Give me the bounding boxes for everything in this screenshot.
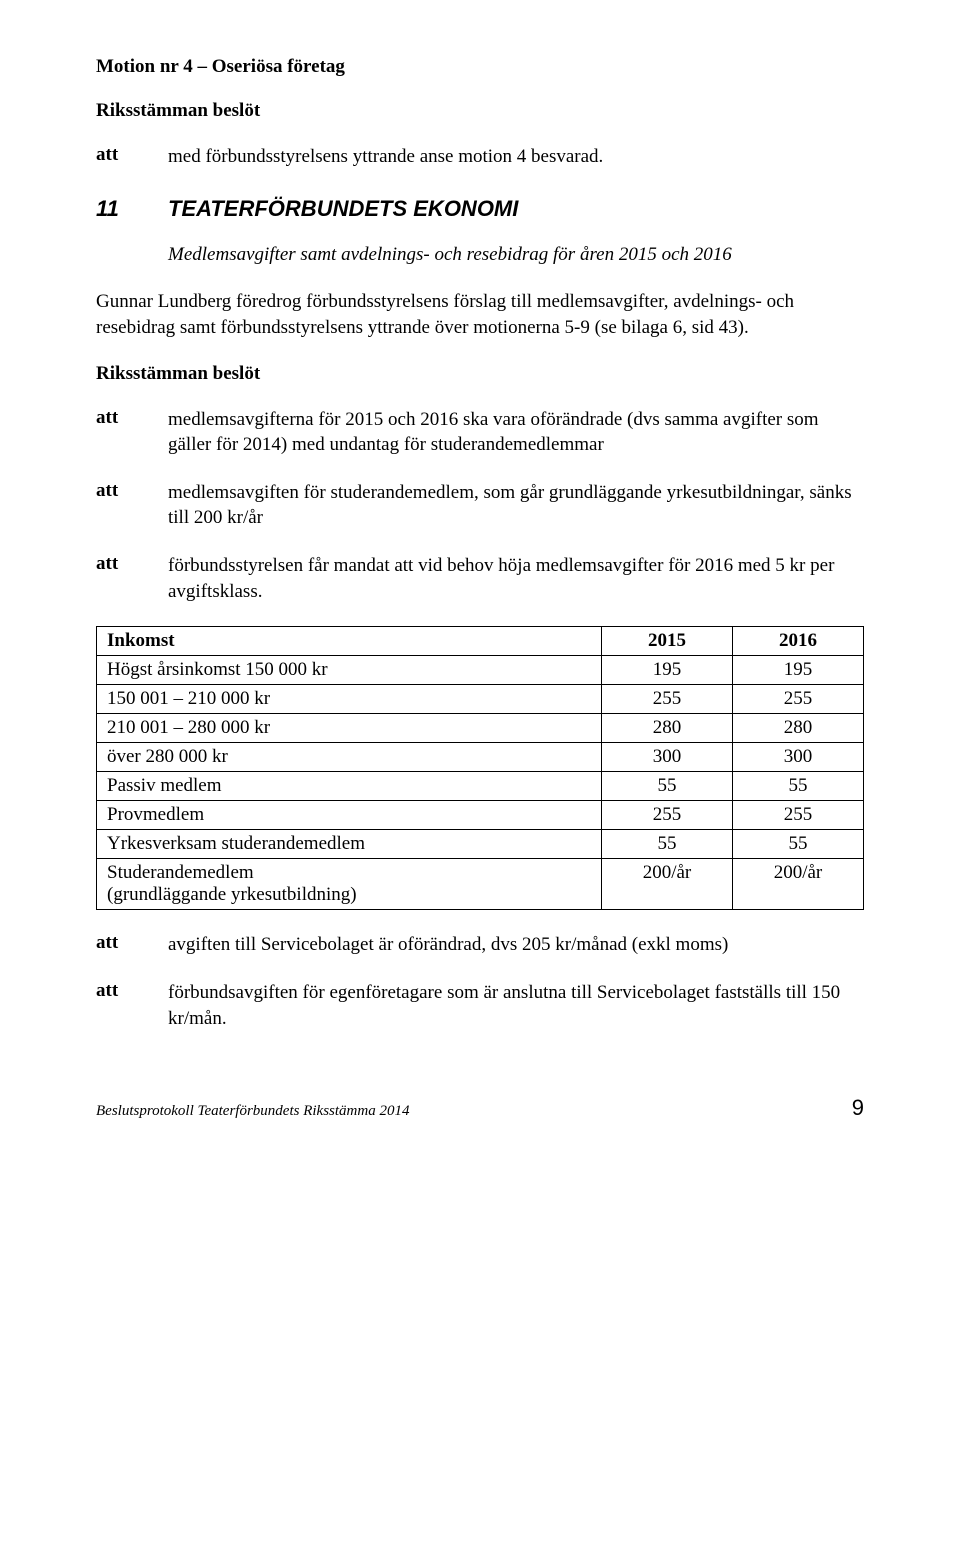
- table-row: Yrkesverksam studerandemedlem5555: [97, 830, 864, 859]
- table-cell-2015: 300: [602, 743, 733, 772]
- fee-table: Inkomst 2015 2016 Högst årsinkomst 150 0…: [96, 626, 864, 910]
- atts-container: attmedlemsavgifterna för 2015 och 2016 s…: [96, 407, 864, 605]
- page-number: 9: [852, 1095, 864, 1121]
- section-number: 11: [96, 196, 168, 222]
- table-cell-label: Provmedlem: [97, 801, 602, 830]
- table-cell-2016: 255: [733, 685, 864, 714]
- att-text: medlemsavgifterna för 2015 och 2016 ska …: [168, 407, 864, 458]
- table-row: Studerandemedlem (grundläggande yrkesutb…: [97, 859, 864, 910]
- table-row: 150 001 – 210 000 kr255255: [97, 685, 864, 714]
- footer: Beslutsprotokoll Teaterförbundets Riksst…: [96, 1095, 864, 1121]
- table-cell-label: Högst årsinkomst 150 000 kr: [97, 656, 602, 685]
- att-row: attmedlemsavgifterna för 2015 och 2016 s…: [96, 407, 864, 458]
- table-cell-2016: 55: [733, 772, 864, 801]
- table-cell-label: Studerandemedlem (grundläggande yrkesutb…: [97, 859, 602, 910]
- table-header-row: Inkomst 2015 2016: [97, 627, 864, 656]
- att-row: attavgiften till Servicebolaget är oförä…: [96, 932, 864, 958]
- table-cell-2015: 55: [602, 772, 733, 801]
- att-label: att: [96, 980, 168, 1031]
- att-label: att: [96, 144, 168, 170]
- table-cell-2015: 280: [602, 714, 733, 743]
- table-body: Högst årsinkomst 150 000 kr195195150 001…: [97, 656, 864, 910]
- table-cell-2015: 195: [602, 656, 733, 685]
- att-label: att: [96, 407, 168, 458]
- table-row: Provmedlem255255: [97, 801, 864, 830]
- motion-subhead: Riksstämman beslöt: [96, 100, 864, 122]
- section-intro: Gunnar Lundberg föredrog förbundsstyrels…: [96, 289, 864, 340]
- att-text: avgiften till Servicebolaget är oförändr…: [168, 932, 728, 958]
- table-cell-label: 150 001 – 210 000 kr: [97, 685, 602, 714]
- table-cell-2015: 255: [602, 685, 733, 714]
- table-header-2016: 2016: [733, 627, 864, 656]
- att-text: medlemsavgiften för studerandemedlem, so…: [168, 480, 864, 531]
- table-cell-2016: 55: [733, 830, 864, 859]
- section-subhead: Riksstämman beslöt: [96, 363, 864, 385]
- table-row: över 280 000 kr300300: [97, 743, 864, 772]
- section-title: TEATERFÖRBUNDETS EKONOMI: [168, 196, 518, 222]
- table-cell-2016: 200/år: [733, 859, 864, 910]
- att-text: förbundsavgiften för egenföretagare som …: [168, 980, 864, 1031]
- att-text: med förbundsstyrelsens yttrande anse mot…: [168, 144, 603, 170]
- motion-title: Motion nr 4 – Oseriösa företag: [96, 56, 864, 78]
- section-subtitle: Medlemsavgifter samt avdelnings- och res…: [168, 242, 864, 268]
- att-row: attförbundsavgiften för egenföretagare s…: [96, 980, 864, 1031]
- atts-after-container: attavgiften till Servicebolaget är oförä…: [96, 932, 864, 1031]
- att-label: att: [96, 553, 168, 604]
- att-row: attmedlemsavgiften för studerandemedlem,…: [96, 480, 864, 531]
- table-row: Passiv medlem5555: [97, 772, 864, 801]
- table-cell-2015: 200/år: [602, 859, 733, 910]
- page: Motion nr 4 – Oseriösa företag Riksstämm…: [0, 0, 960, 1169]
- footer-text: Beslutsprotokoll Teaterförbundets Riksst…: [96, 1103, 409, 1120]
- table-cell-label: Yrkesverksam studerandemedlem: [97, 830, 602, 859]
- table-cell-2016: 195: [733, 656, 864, 685]
- section-heading: 11 TEATERFÖRBUNDETS EKONOMI: [96, 196, 864, 222]
- table-row: Högst årsinkomst 150 000 kr195195: [97, 656, 864, 685]
- table-cell-2016: 280: [733, 714, 864, 743]
- table-header-inkomst: Inkomst: [97, 627, 602, 656]
- section-subtitle-block: Medlemsavgifter samt avdelnings- och res…: [168, 242, 864, 268]
- table-cell-label: Passiv medlem: [97, 772, 602, 801]
- att-row: attförbundsstyrelsen får mandat att vid …: [96, 553, 864, 604]
- att-label: att: [96, 932, 168, 958]
- att-label: att: [96, 480, 168, 531]
- att-row: att med förbundsstyrelsens yttrande anse…: [96, 144, 864, 170]
- att-text: förbundsstyrelsen får mandat att vid beh…: [168, 553, 864, 604]
- table-cell-label: 210 001 – 280 000 kr: [97, 714, 602, 743]
- table-header-2015: 2015: [602, 627, 733, 656]
- table-cell-2015: 255: [602, 801, 733, 830]
- table-cell-2015: 55: [602, 830, 733, 859]
- table-row: 210 001 – 280 000 kr280280: [97, 714, 864, 743]
- table-cell-2016: 255: [733, 801, 864, 830]
- table-cell-label: över 280 000 kr: [97, 743, 602, 772]
- table-cell-2016: 300: [733, 743, 864, 772]
